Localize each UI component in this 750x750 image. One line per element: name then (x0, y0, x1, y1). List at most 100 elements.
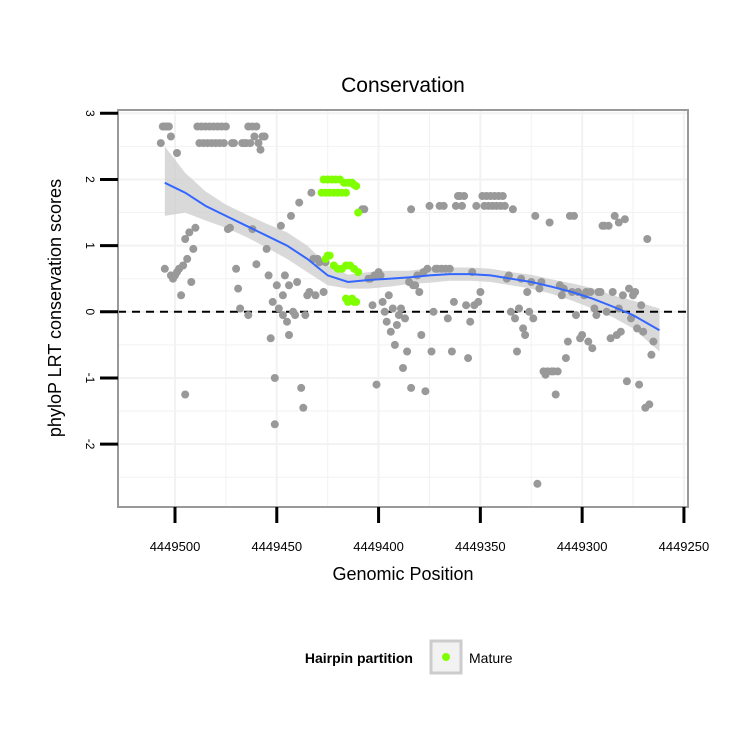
other-point (305, 288, 314, 296)
other-point (260, 132, 269, 141)
other-point (252, 122, 261, 131)
other-point (620, 215, 629, 224)
other-point (285, 281, 293, 290)
other-point (160, 264, 169, 273)
other-point (466, 317, 475, 326)
mature-point (342, 188, 350, 197)
points-layer (156, 122, 658, 488)
other-point (319, 288, 328, 296)
other-point (397, 304, 405, 313)
x-axis: 4449500 4449450 4449400 4449350 4449300 44492… (150, 507, 710, 554)
other-point (185, 228, 194, 237)
other-point (529, 314, 538, 323)
other-point (291, 311, 300, 320)
legend-label-mature: Mature (469, 650, 513, 666)
other-point (376, 271, 385, 280)
other-point (285, 331, 293, 339)
other-point (535, 284, 544, 293)
other-point (177, 291, 186, 300)
x-tick-label: 4449250 (659, 539, 710, 554)
other-point (616, 327, 625, 336)
other-point (551, 390, 560, 399)
other-point (401, 314, 409, 323)
other-point (508, 205, 517, 214)
other-point (649, 337, 658, 346)
other-point (191, 223, 200, 232)
legend-mature-swatch (442, 653, 450, 661)
other-point (474, 297, 483, 306)
other-point (445, 264, 454, 273)
other-point (411, 281, 420, 290)
other-point (421, 387, 430, 396)
other-point (498, 192, 507, 200)
other-point (270, 420, 279, 429)
other-point (476, 288, 485, 296)
other-point (264, 271, 273, 280)
other-point (447, 347, 456, 356)
other-point (533, 479, 542, 488)
other-point (515, 304, 523, 313)
other-point (226, 223, 234, 232)
other-point (618, 291, 627, 300)
other-point (637, 301, 646, 310)
other-point (297, 383, 306, 392)
other-point (602, 307, 611, 316)
other-point (189, 244, 198, 253)
other-point (236, 304, 245, 313)
mature-point (354, 208, 363, 217)
other-point (588, 344, 597, 353)
other-point (610, 211, 619, 220)
other-point (268, 297, 277, 306)
other-point (307, 188, 316, 197)
other-point (403, 347, 412, 356)
y-tick-label: 2 (83, 176, 97, 183)
other-point (372, 380, 381, 389)
x-tick-label: 4449500 (150, 539, 201, 554)
other-point (523, 288, 532, 296)
mature-point (352, 297, 361, 306)
x-tick-label: 4449450 (251, 539, 302, 554)
other-point (572, 311, 580, 320)
other-point (380, 307, 389, 316)
other-point (386, 327, 395, 336)
other-point (427, 347, 436, 356)
other-point (464, 354, 473, 363)
other-point (232, 264, 241, 273)
other-point (643, 235, 652, 243)
other-point (500, 201, 509, 210)
other-point (183, 254, 192, 263)
other-point (639, 327, 648, 336)
x-tick-label: 4449350 (455, 539, 506, 554)
other-point (276, 221, 285, 230)
other-point (230, 139, 238, 148)
other-point (368, 301, 377, 310)
other-point (635, 380, 644, 389)
other-point (606, 334, 615, 343)
other-point (382, 317, 391, 326)
other-point (525, 307, 534, 316)
other-point (392, 321, 401, 329)
mature-point (354, 268, 363, 277)
other-point (283, 317, 291, 326)
other-point (513, 347, 521, 356)
other-point (451, 201, 460, 210)
other-point (254, 139, 263, 148)
mature-point (325, 251, 334, 260)
other-point (460, 192, 469, 200)
y-axis: -2 -1 0 1 2 3 (83, 110, 118, 450)
chart-title: Conservation (341, 74, 465, 97)
other-point (390, 340, 399, 349)
other-point (360, 205, 369, 214)
other-point (244, 311, 253, 320)
x-axis-title: Genomic Position (332, 564, 473, 584)
other-point (645, 400, 654, 409)
other-point (449, 297, 458, 306)
other-point (592, 311, 601, 320)
other-point (511, 314, 519, 323)
other-point (578, 331, 587, 339)
other-point (586, 288, 595, 296)
other-point (622, 377, 631, 386)
other-point (545, 218, 554, 227)
other-point (293, 278, 302, 286)
